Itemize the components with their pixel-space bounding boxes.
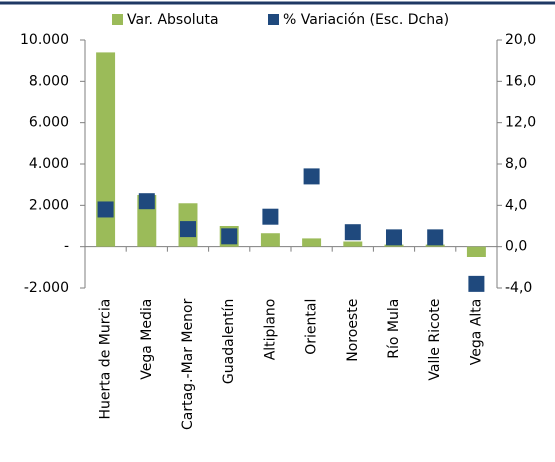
- y2-tick-label: 16,0: [505, 73, 536, 89]
- y2-tick-label: 4,0: [505, 197, 527, 213]
- point: [303, 168, 320, 185]
- y-tick-label: 6.000: [29, 115, 69, 131]
- y2-tick-label: 0,0: [505, 239, 527, 255]
- legend-swatch: [268, 14, 279, 25]
- x-tick-label: Vega Alta: [468, 299, 484, 366]
- legend-swatch: [112, 14, 123, 25]
- bar: [343, 241, 363, 247]
- point: [468, 275, 485, 292]
- bar: [96, 52, 116, 247]
- point: [386, 229, 402, 246]
- x-tick-label: Cartag.-Mar Menor: [180, 298, 196, 430]
- point: [97, 201, 114, 218]
- x-tick-label: Valle Ricote: [427, 299, 443, 381]
- x-tick-label: Noroeste: [345, 299, 361, 362]
- x-tick-label: Altiplano: [262, 299, 278, 361]
- x-tick-label: Huerta de Murcia: [98, 299, 114, 420]
- y-tick-label: 8.000: [29, 73, 69, 89]
- point: [138, 193, 155, 210]
- bar: [384, 244, 404, 247]
- y-tick-label: 2.000: [29, 197, 69, 213]
- bar: [425, 244, 445, 247]
- point: [262, 208, 279, 225]
- x-tick-label: Río Mula: [386, 299, 402, 359]
- bar: [302, 238, 322, 247]
- y2-tick-label: -4,0: [505, 280, 532, 296]
- y-tick-label: -2.000: [24, 280, 69, 296]
- point: [221, 228, 238, 245]
- point: [180, 221, 196, 238]
- y-tick-label: 4.000: [29, 156, 69, 172]
- point: [344, 224, 361, 241]
- legend-label: Var. Absoluta: [127, 12, 219, 28]
- x-tick-label: Oriental: [304, 299, 320, 355]
- y2-tick-label: 12,0: [505, 115, 536, 131]
- y2-tick-label: 20,0: [505, 32, 536, 48]
- x-tick-label: Guadalentín: [221, 299, 237, 384]
- x-tick-label: Vega Media: [139, 299, 155, 380]
- bar: [260, 233, 280, 247]
- y2-tick-label: 8,0: [505, 156, 527, 172]
- bar: [466, 246, 486, 257]
- legend-label: % Variación (Esc. Dcha): [283, 12, 449, 28]
- y-tick-label: 10.000: [20, 32, 69, 48]
- y-tick-label: -: [64, 239, 69, 255]
- point: [427, 229, 444, 246]
